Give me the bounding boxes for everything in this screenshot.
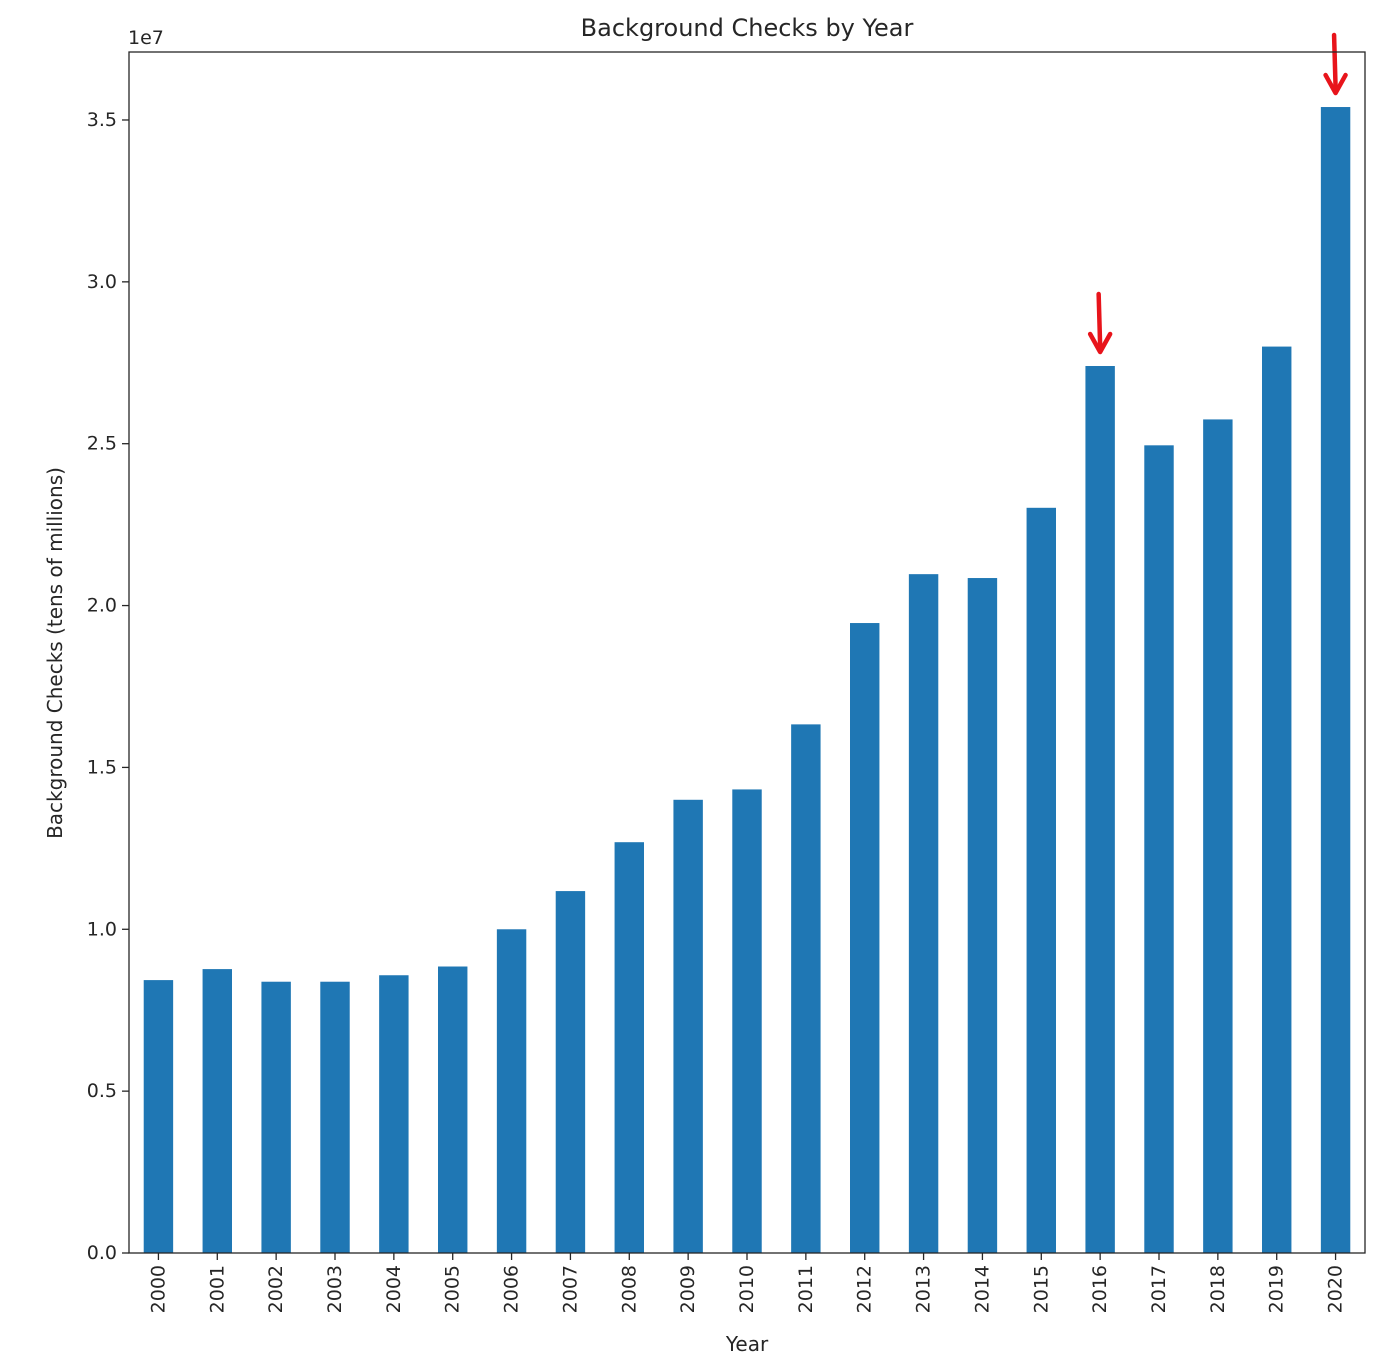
annotation-arrow-shaft-2016: [1096, 291, 1103, 349]
y-tick-label-0.0: 0.0: [87, 1242, 117, 1264]
x-axis-label: Year: [725, 1332, 769, 1356]
bar-2010: [732, 789, 762, 1253]
bar-2000: [143, 980, 174, 1253]
x-tick-label-2013: 2013: [913, 1265, 935, 1313]
annotation-arrow-head-2016: [1087, 331, 1113, 355]
bar-2004: [379, 975, 409, 1253]
x-axis: 2000 2001 2002 2003 2004 2005 2006 2007 2008 2009…: [147, 1253, 1347, 1313]
x-tick-label-2007: 2007: [559, 1265, 581, 1313]
bar-2001: [202, 969, 232, 1253]
x-tick-label-2016: 2016: [1089, 1265, 1111, 1313]
annotations-group: [1087, 32, 1348, 355]
bar-2013: [908, 574, 939, 1253]
x-tick-label-2000: 2000: [147, 1265, 169, 1313]
x-tick-label-2015: 2015: [1030, 1265, 1052, 1313]
bar-2002: [261, 981, 291, 1253]
bar-2014: [967, 578, 998, 1253]
bar-2006: [496, 929, 527, 1253]
y-tick-label-2.5: 2.5: [87, 433, 117, 455]
bar-2005: [438, 966, 468, 1253]
y-tick-label-1.5: 1.5: [87, 756, 117, 778]
x-tick-label-2018: 2018: [1207, 1265, 1229, 1313]
y-tick-label-1.0: 1.0: [87, 918, 117, 940]
chart-title: Background Checks by Year: [581, 14, 914, 42]
annotation-arrow-2016: [1087, 291, 1113, 355]
x-tick-label-2004: 2004: [383, 1265, 405, 1313]
bar-2018: [1203, 419, 1233, 1253]
bar-2007: [555, 891, 586, 1253]
bar-2012: [850, 623, 880, 1253]
x-tick-label-2005: 2005: [442, 1265, 464, 1313]
bars-group: [143, 107, 1351, 1254]
x-tick-label-2009: 2009: [677, 1265, 699, 1313]
bar-2009: [673, 799, 703, 1253]
bar-2011: [791, 724, 821, 1253]
y-axis-label: Background Checks (tens of millions): [43, 467, 67, 839]
bar-2003: [320, 981, 350, 1253]
x-tick-label-2006: 2006: [501, 1265, 523, 1313]
bar-2017: [1144, 445, 1174, 1253]
bar-2019: [1262, 346, 1292, 1254]
bar-2020: [1320, 107, 1351, 1253]
x-tick-label-2003: 2003: [324, 1265, 346, 1313]
x-tick-label-2012: 2012: [854, 1265, 876, 1313]
x-tick-label-2010: 2010: [736, 1265, 758, 1313]
y-tick-label-2.0: 2.0: [87, 595, 117, 617]
y-tick-label-3.5: 3.5: [87, 109, 117, 131]
annotation-arrow-head-2020: [1323, 72, 1348, 96]
x-tick-label-2014: 2014: [971, 1265, 993, 1313]
y-axis: 0.0 0.5 1.0 1.5 2.0 2.5 3.0 3.5: [87, 109, 129, 1264]
annotation-arrow-shaft-2020: [1331, 32, 1338, 90]
plot-frame: [128, 51, 1366, 1254]
x-tick-label-2020: 2020: [1325, 1265, 1347, 1313]
x-tick-label-2008: 2008: [618, 1265, 640, 1313]
x-tick-label-2002: 2002: [265, 1265, 287, 1313]
x-tick-label-2017: 2017: [1148, 1265, 1170, 1313]
y-tick-label-3.0: 3.0: [87, 271, 117, 293]
x-tick-label-2011: 2011: [795, 1265, 817, 1313]
bar-2008: [614, 842, 644, 1253]
x-tick-label-2019: 2019: [1266, 1265, 1288, 1313]
annotation-arrow-2020: [1323, 32, 1348, 96]
y-axis-offset-label: 1e7: [128, 27, 164, 49]
bar-2016: [1085, 366, 1115, 1253]
bar-2015: [1026, 507, 1056, 1253]
y-tick-label-0.5: 0.5: [87, 1080, 117, 1102]
x-tick-label-2001: 2001: [206, 1265, 228, 1313]
